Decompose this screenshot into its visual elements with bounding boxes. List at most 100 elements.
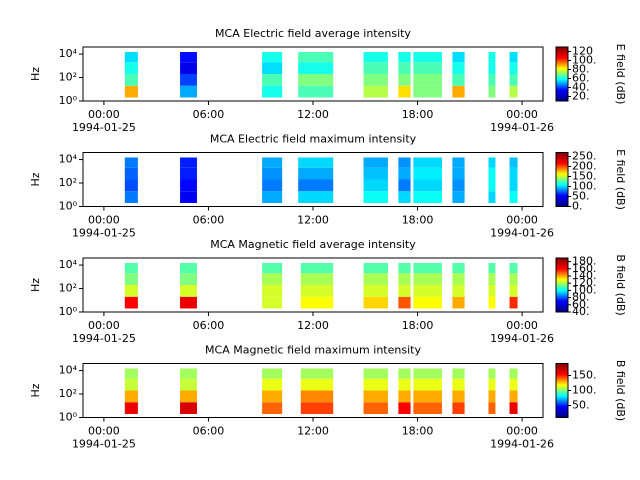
spectrogram-cell xyxy=(363,51,388,63)
x-tick-label: 06:00 xyxy=(193,425,225,438)
spectrogram-cell xyxy=(398,167,411,180)
spectrogram-cell xyxy=(262,167,283,180)
y-tick-label: 10⁰ xyxy=(59,200,78,213)
spectrogram-cell xyxy=(398,74,411,86)
spectrogram-cell xyxy=(509,62,518,74)
y-axis-label: Hz xyxy=(29,172,42,186)
spectrogram-cell xyxy=(413,285,442,297)
spectrogram-cell xyxy=(180,378,197,391)
spectrogram-cell xyxy=(262,390,283,403)
spectrogram-cell xyxy=(180,285,197,297)
spectrogram-cell xyxy=(509,296,518,309)
x-tick-date: 1994-01-25 xyxy=(72,121,136,134)
x-tick-label: 06:00 xyxy=(193,214,225,227)
spectrogram-cell xyxy=(124,74,138,86)
spectrogram-cell xyxy=(363,167,388,180)
x-tick-date: 1994-01-26 xyxy=(490,332,554,345)
y-tick-label: 10⁰ xyxy=(59,411,78,424)
spectrogram-cell xyxy=(124,368,138,379)
x-tick-label: 00:00 xyxy=(506,214,538,227)
x-tick-label: 18:00 xyxy=(402,319,434,332)
colorbar-tick-label: 60. xyxy=(572,72,590,85)
x-tick-label: 00:00 xyxy=(88,425,120,438)
spectrogram-cell xyxy=(262,62,283,74)
colorbar xyxy=(555,257,569,313)
spectrogram-cell xyxy=(488,51,496,63)
spectrogram-cell xyxy=(509,85,518,98)
spectrogram-cell xyxy=(124,285,138,297)
spectrogram-cell xyxy=(488,368,496,379)
spectrogram-cell xyxy=(398,285,411,297)
x-tick-label: 00:00 xyxy=(88,108,120,121)
spectrogram-cell xyxy=(488,262,496,274)
spectrogram-cell xyxy=(509,378,518,391)
spectrogram-cell xyxy=(180,179,197,192)
y-tick-label: 10² xyxy=(59,176,77,189)
spectrogram-cell xyxy=(452,296,465,309)
spectrogram-cell xyxy=(398,390,411,403)
colorbar-label: E field (dB) xyxy=(614,149,627,210)
spectrogram-cell xyxy=(452,85,465,98)
spectrogram-cell xyxy=(452,285,465,297)
spectrogram-cell xyxy=(180,390,197,403)
spectrogram-cell xyxy=(398,378,411,391)
colorbar-tick-label: 150. xyxy=(572,369,597,382)
spectrogram-cell xyxy=(363,74,388,86)
spectrogram-cell xyxy=(363,285,388,297)
spectrogram-cell xyxy=(262,262,283,274)
colorbar-tick-label: 140. xyxy=(572,269,597,282)
spectrogram-cell xyxy=(413,402,442,414)
spectrogram-cell xyxy=(180,191,197,203)
spectrogram-cell xyxy=(262,74,283,86)
spectrogram-cell xyxy=(298,85,334,98)
panel-title: MCA Electric field maximum intensity xyxy=(210,133,417,146)
panel-title: MCA Electric field average intensity xyxy=(215,27,411,40)
spectrogram-cell xyxy=(298,179,334,192)
spectrogram-cell xyxy=(452,51,465,63)
spectrogram-cell xyxy=(488,74,496,86)
colorbar-tick-label: 60. xyxy=(572,298,590,311)
spectrogram-cell xyxy=(488,402,496,414)
x-tick-label: 12:00 xyxy=(297,319,329,332)
spectrogram-cell xyxy=(262,285,283,297)
y-axis-label: Hz xyxy=(29,383,42,397)
spectrogram-cell xyxy=(488,179,496,192)
y-tick-label: 10⁰ xyxy=(59,94,78,107)
spectrogram-cell xyxy=(509,74,518,86)
panel-title: MCA Magnetic field maximum intensity xyxy=(205,344,421,357)
spectrogram-cell xyxy=(452,179,465,192)
spectrogram-cell xyxy=(300,273,334,285)
spectrogram-cell xyxy=(180,74,197,86)
spectrogram-cell xyxy=(488,85,496,98)
spectrogram-cell xyxy=(363,262,388,274)
colorbar xyxy=(555,152,569,207)
spectrogram-cell xyxy=(452,378,465,391)
y-axis-label: Hz xyxy=(29,67,42,81)
x-tick-date: 1994-01-26 xyxy=(490,438,554,451)
spectrogram-cell xyxy=(452,273,465,285)
spectrogram-cell xyxy=(300,378,334,391)
spectrogram-cell xyxy=(452,390,465,403)
x-tick-label: 00:00 xyxy=(506,425,538,438)
spectrogram-cell xyxy=(300,390,334,403)
colorbar-tick-label: 100. xyxy=(572,283,597,296)
spectrogram-cell xyxy=(363,179,388,192)
spectrogram-cell xyxy=(452,62,465,74)
spectrogram-cell xyxy=(509,273,518,285)
x-tick-label: 06:00 xyxy=(193,319,225,332)
x-tick-date: 1994-01-26 xyxy=(490,121,554,134)
colorbar-tick-label: 40. xyxy=(572,81,590,94)
colorbar-tick-label: 50. xyxy=(572,190,590,203)
spectrogram-cell xyxy=(509,191,518,203)
spectrogram-cell xyxy=(398,262,411,274)
spectrogram-cell xyxy=(180,368,197,379)
spectrogram-cell xyxy=(488,167,496,180)
spectrogram-cell xyxy=(363,273,388,285)
spectrogram-cell xyxy=(363,191,388,203)
spectrogram-cell xyxy=(300,262,334,274)
spectrogram-cell xyxy=(488,157,496,168)
spectrogram-cell xyxy=(398,191,411,203)
spectrogram-cell xyxy=(180,402,197,414)
spectrogram-cell xyxy=(488,273,496,285)
